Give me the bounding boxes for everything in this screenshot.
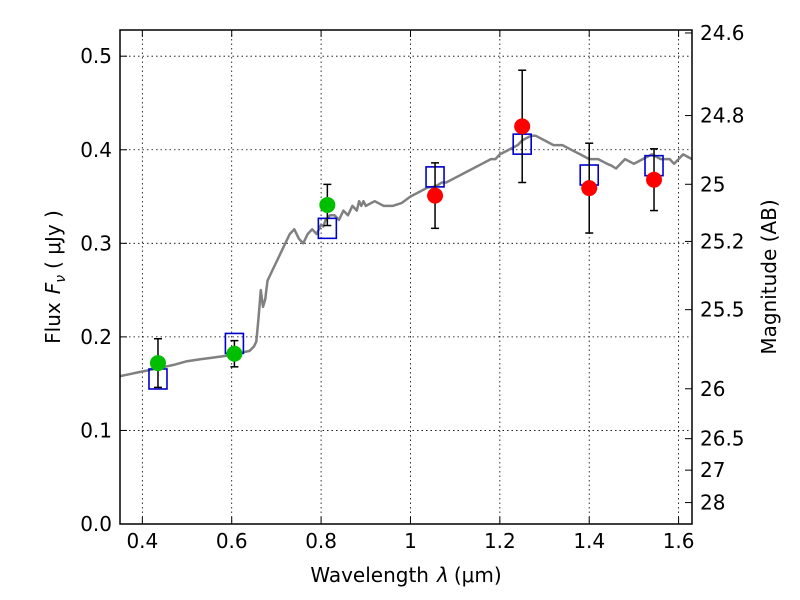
- mag-tick-label: 28: [700, 491, 725, 515]
- y-tick-label: 0.3: [80, 231, 112, 255]
- x-tick-label: 0.4: [126, 529, 158, 553]
- observed-nir-point: [581, 180, 598, 197]
- y-tick-label: 0.2: [80, 325, 112, 349]
- plot-frame: [119, 29, 693, 525]
- mag-tick-label: 24.8: [700, 104, 745, 128]
- observed-nir-point: [427, 187, 444, 204]
- observed-nir-point: [646, 171, 663, 188]
- mag-tick-label: 26.5: [700, 427, 745, 451]
- mag-tick-label: 25.5: [700, 298, 745, 322]
- mag-tick-label: 27: [700, 458, 725, 482]
- y2-axis-label: Magnitude (AB): [757, 199, 781, 354]
- mag-tick-label: 24.6: [700, 21, 745, 45]
- x-axis-label: Wavelength λ (μm): [310, 563, 501, 587]
- mag-tick-label: 25.2: [700, 229, 745, 253]
- y-axis-label: FluxFν( μJy ): [41, 210, 69, 344]
- grid: [120, 30, 692, 525]
- y-tick-label: 0.5: [80, 44, 112, 68]
- x-tick-label: 1.2: [484, 529, 516, 553]
- mag-tick-label: 26: [700, 377, 725, 401]
- observed-optical-point: [226, 345, 243, 362]
- mag-tick-label: 25: [700, 172, 725, 196]
- y-tick-label: 0.4: [80, 138, 112, 162]
- observed-optical-point: [319, 196, 336, 213]
- x-tick-label: 0.8: [305, 529, 337, 553]
- observed-nir-point: [514, 118, 531, 135]
- y-tick-label: 0.0: [80, 512, 112, 536]
- x-tick-label: 1.6: [663, 529, 695, 553]
- plot-layer: [120, 69, 692, 390]
- observed-optical-point: [149, 355, 166, 372]
- y-tick-label: 0.1: [80, 418, 112, 442]
- ticks: 0.4 0.6 0.8 1 1.2 1.4 1.6 0.0 0.1 0.2 0.3 0.4 0.5 24.…: [80, 21, 744, 553]
- model-spectrum-line: [120, 134, 692, 378]
- x-tick-label: 1: [404, 529, 417, 553]
- x-tick-label: 0.6: [216, 529, 248, 553]
- x-tick-label: 1.4: [573, 529, 605, 553]
